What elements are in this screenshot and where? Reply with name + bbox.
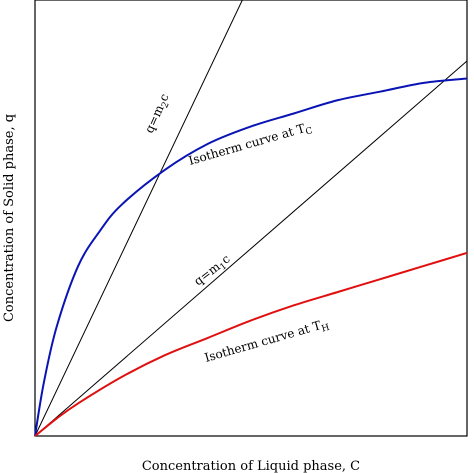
x-axis-label: Concentration of Liquid phase, C [142, 459, 360, 473]
plot-frame [34, 0, 468, 437]
line-q-m1c [34, 60, 468, 437]
annotation-q-m1c: q=m1c [191, 252, 234, 291]
annotation-isotherm-th: Isotherm curve at TH [203, 316, 331, 368]
series-layer [34, 0, 468, 437]
y-axis-label: Concentration of Solid phase, q [2, 114, 17, 322]
line-q-m2c [34, 0, 243, 437]
annotation-q-m2c: q=m2c [142, 91, 175, 136]
curve-isotherm-th [34, 251, 468, 437]
curve-isotherm-tc [34, 77, 468, 437]
